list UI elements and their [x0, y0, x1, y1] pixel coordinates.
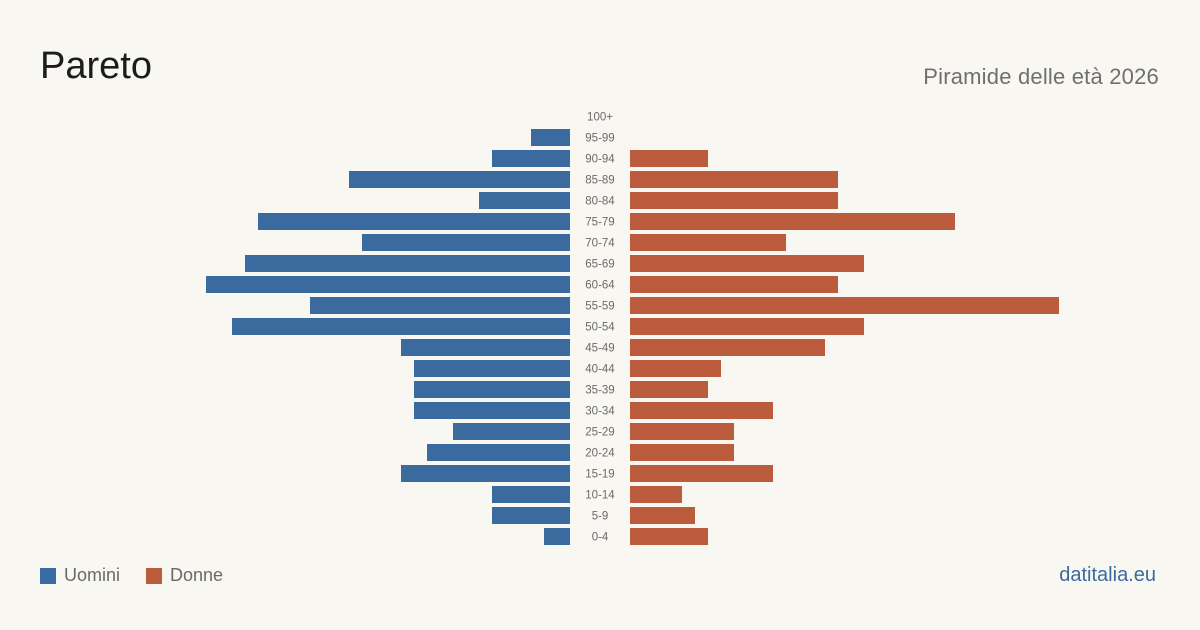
bar-female-30-34 [630, 402, 773, 419]
bar-male-25-29 [453, 423, 570, 440]
bar-male-0-4 [544, 528, 570, 545]
bar-male-45-49 [401, 339, 570, 356]
age-group-label: 5-9 [592, 511, 609, 523]
age-group-label: 50-54 [585, 322, 615, 334]
age-group-label: 55-59 [585, 301, 614, 313]
age-group-label: 60-64 [585, 280, 615, 292]
legend-swatch-male [40, 567, 56, 584]
bar-female-35-39 [630, 381, 708, 398]
bar-male-15-19 [401, 465, 570, 482]
age-group-label: 35-39 [585, 385, 614, 397]
age-group-label: 15-19 [585, 469, 614, 481]
bar-male-75-79 [258, 213, 570, 230]
bar-male-65-69 [245, 255, 570, 272]
age-group-label: 95-99 [585, 133, 614, 145]
bar-male-35-39 [414, 381, 570, 398]
bar-female-65-69 [630, 255, 864, 272]
age-group-label: 100+ [587, 112, 613, 124]
chart-title: Pareto [40, 45, 152, 87]
bar-female-70-74 [630, 234, 786, 251]
age-group-label: 40-44 [585, 364, 615, 376]
age-group-label: 85-89 [585, 175, 614, 187]
bar-female-5-9 [630, 507, 695, 524]
bar-male-95-99 [531, 129, 570, 146]
bar-female-15-19 [630, 465, 773, 482]
bar-male-80-84 [479, 192, 570, 209]
legend-item-male: Uomini [40, 565, 120, 586]
bar-male-50-54 [232, 318, 570, 335]
bar-male-60-64 [206, 276, 570, 293]
bar-female-90-94 [630, 150, 708, 167]
bar-male-85-89 [349, 171, 570, 188]
legend-label-female: Donne [170, 565, 224, 585]
bar-female-40-44 [630, 360, 721, 377]
bar-female-80-84 [630, 192, 838, 209]
bar-male-20-24 [427, 444, 570, 461]
bar-female-50-54 [630, 318, 864, 335]
legend-item-female: Donne [146, 565, 223, 586]
age-group-label: 65-69 [585, 259, 614, 271]
age-group-label: 80-84 [585, 196, 615, 208]
bar-male-30-34 [414, 402, 570, 419]
bar-male-10-14 [492, 486, 570, 503]
age-group-label: 70-74 [585, 238, 615, 250]
bar-male-90-94 [492, 150, 570, 167]
bar-male-5-9 [492, 507, 570, 524]
age-group-label: 30-34 [585, 406, 615, 418]
source-link[interactable]: datitalia.eu [1059, 564, 1156, 586]
bar-male-40-44 [414, 360, 570, 377]
age-group-label: 20-24 [585, 448, 615, 460]
legend-label-male: Uomini [64, 565, 121, 585]
bar-female-55-59 [630, 297, 1059, 314]
age-group-label: 10-14 [585, 490, 615, 502]
age-group-label: 90-94 [585, 154, 615, 166]
bar-female-10-14 [630, 486, 682, 503]
bar-female-75-79 [630, 213, 955, 230]
bar-female-0-4 [630, 528, 708, 545]
bar-female-45-49 [630, 339, 825, 356]
bar-female-60-64 [630, 276, 838, 293]
bar-male-55-59 [310, 297, 570, 314]
bar-male-70-74 [362, 234, 570, 251]
bar-female-20-24 [630, 444, 734, 461]
age-group-label: 0-4 [592, 532, 609, 544]
chart-subtitle: Piramide delle età 2026 [923, 64, 1159, 89]
bar-female-85-89 [630, 171, 838, 188]
age-group-label: 45-49 [585, 343, 614, 355]
legend-swatch-female [146, 567, 163, 584]
age-group-label: 75-79 [585, 217, 614, 229]
bar-female-25-29 [630, 423, 734, 440]
legend: Uomini Donne [40, 565, 223, 586]
age-group-label: 25-29 [585, 427, 614, 439]
